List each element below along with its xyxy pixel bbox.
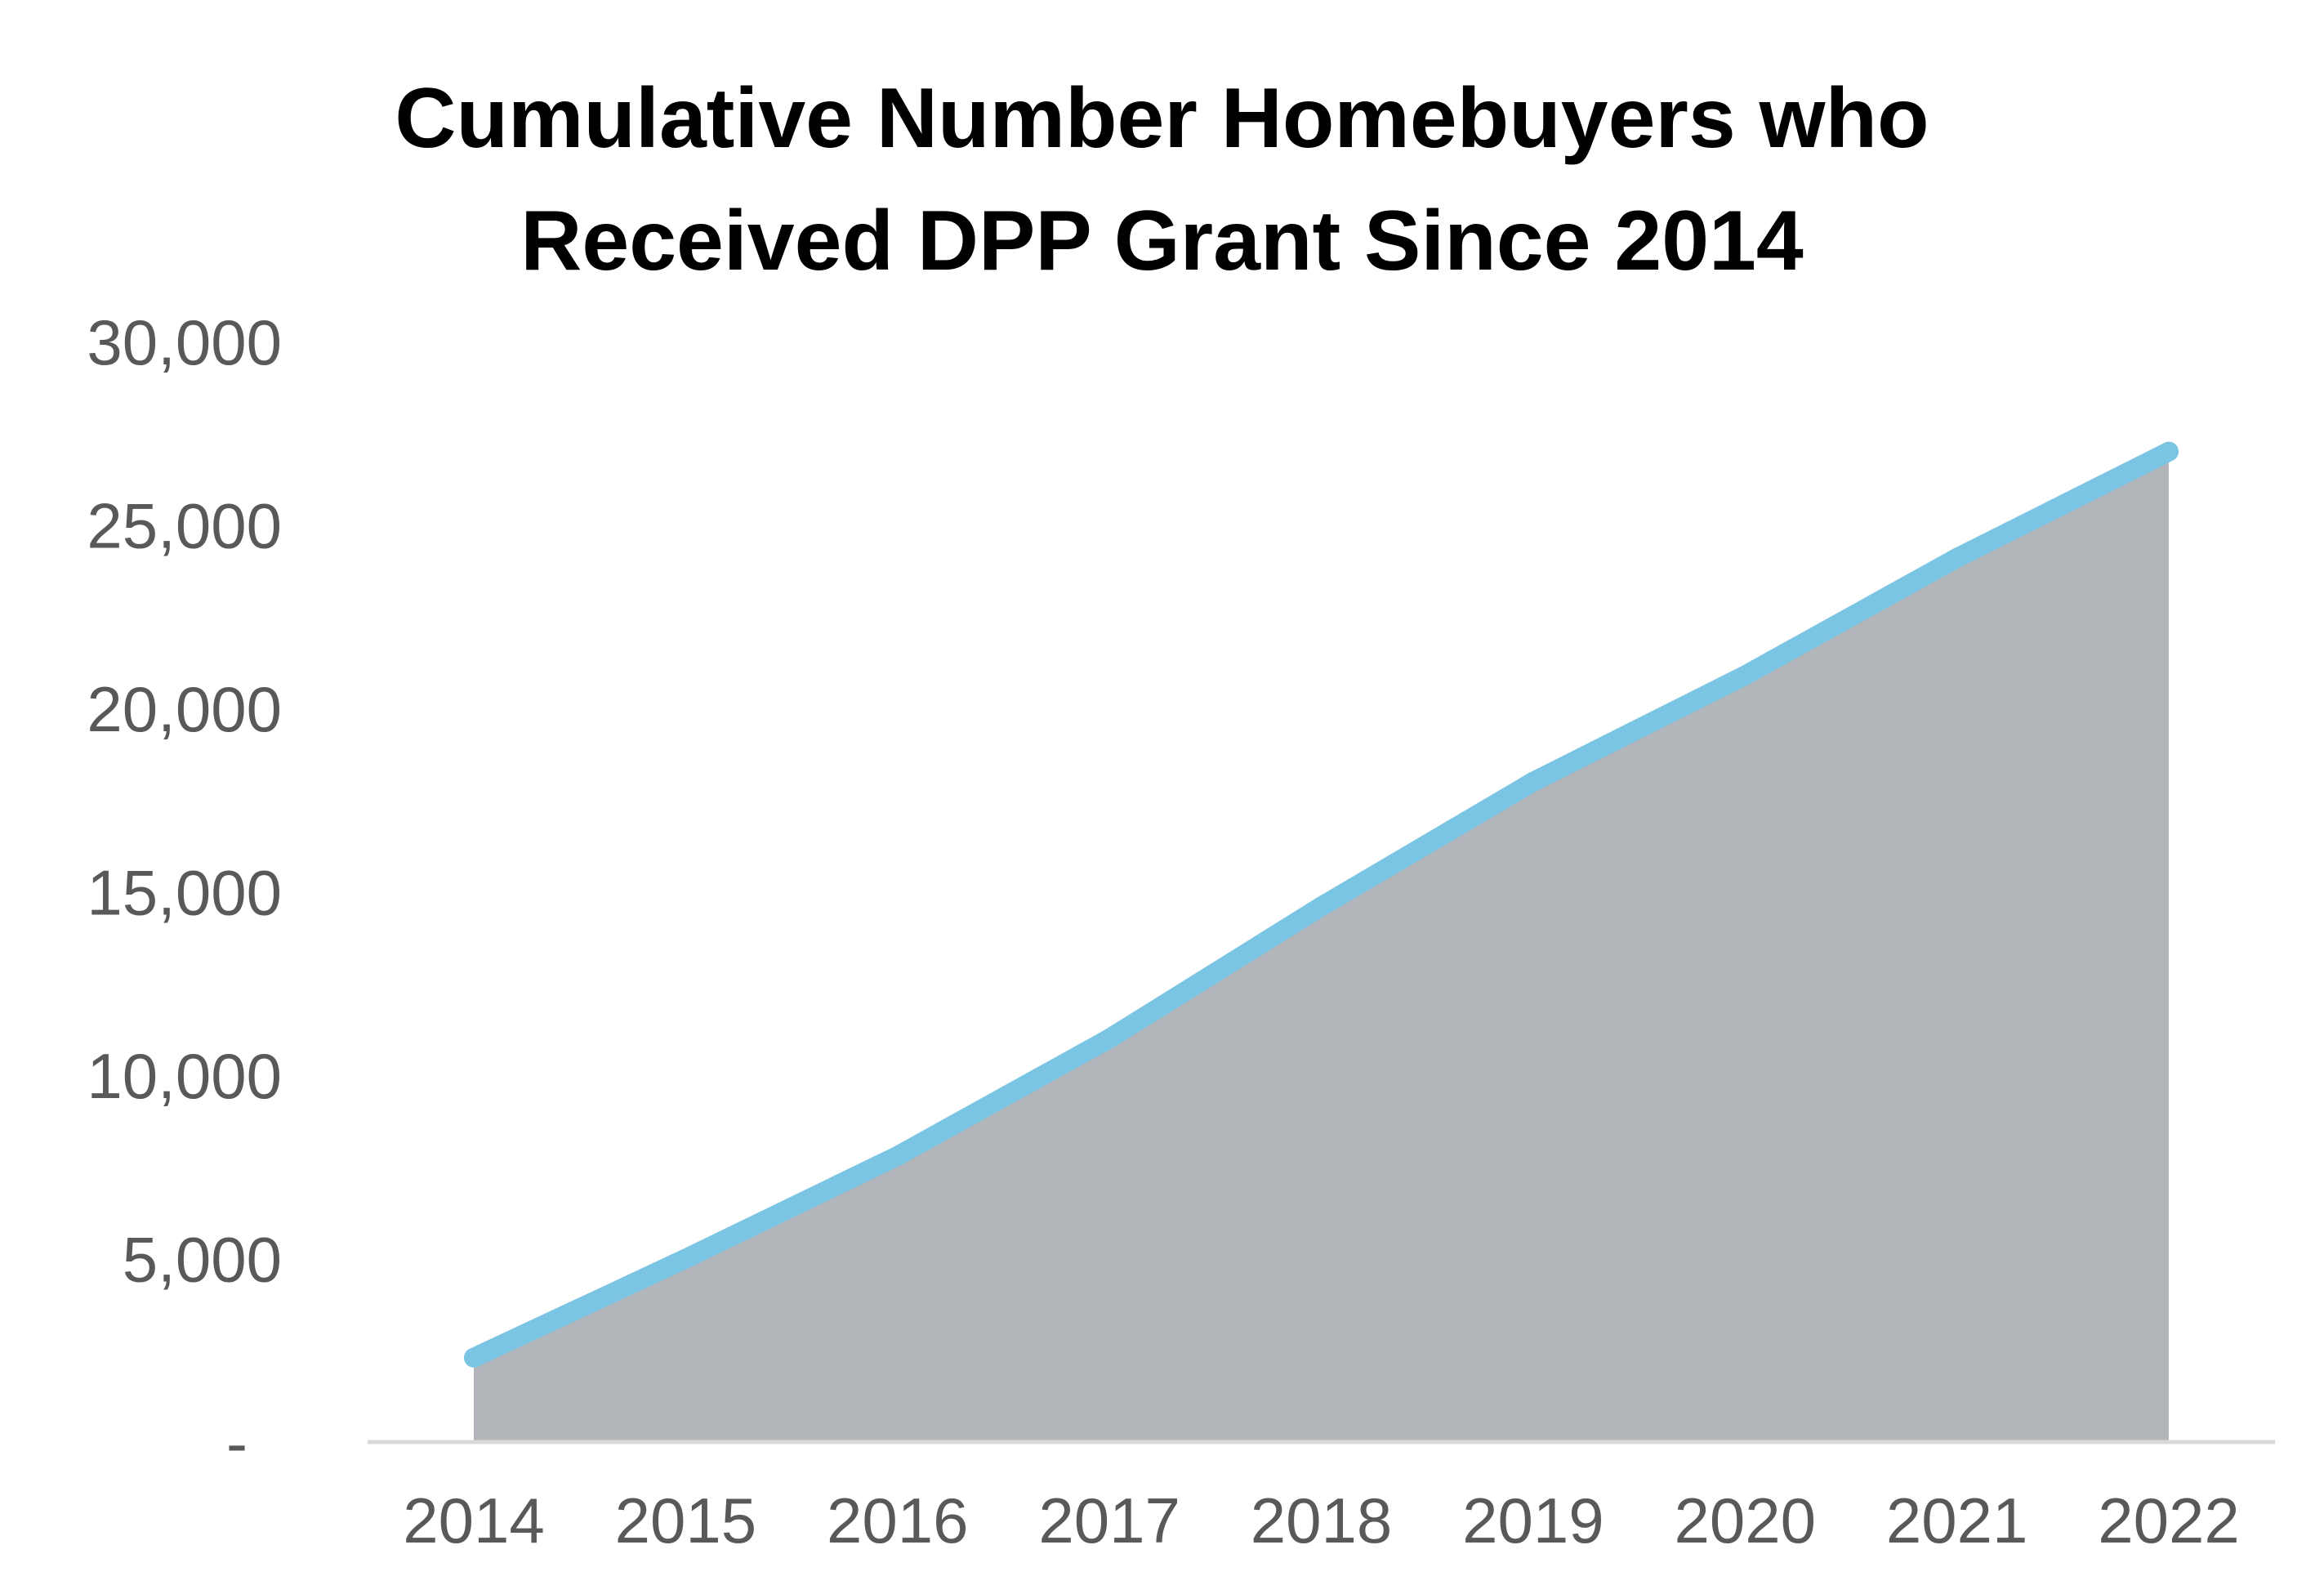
data-point-2021 <box>1947 547 1967 568</box>
y-tick-label: 20,000 <box>87 673 282 745</box>
x-tick-label-2018: 2018 <box>1251 1485 1393 1556</box>
x-tick-label-2019: 2019 <box>1462 1485 1604 1556</box>
data-point-2022 <box>2159 441 2179 462</box>
y-tick-label: 10,000 <box>87 1040 282 1112</box>
y-tick-label: 5,000 <box>123 1224 282 1296</box>
data-point-2018 <box>1311 896 1332 917</box>
data-point-2016 <box>887 1145 908 1166</box>
chart-title: Cumulative Number Homebuyers who Receive… <box>0 57 2324 302</box>
y-tick-label: - <box>226 1407 248 1479</box>
chart-title-line-2: Received DPP Grant Since 2014 <box>520 194 1804 288</box>
data-point-2015 <box>676 1248 696 1269</box>
chart-title-line-1: Cumulative Number Homebuyers who <box>395 71 1929 166</box>
y-tick-label: 30,000 <box>87 306 282 378</box>
data-point-2014 <box>464 1347 484 1368</box>
x-tick-label-2022: 2022 <box>2098 1485 2240 1556</box>
y-tick-label: 25,000 <box>87 490 282 562</box>
x-tick-label-2014: 2014 <box>403 1485 545 1556</box>
x-tick-label-2021: 2021 <box>1886 1485 2028 1556</box>
data-point-2019 <box>1523 771 1543 792</box>
x-tick-label-2017: 2017 <box>1038 1485 1180 1556</box>
x-tick-label-2016: 2016 <box>827 1485 969 1556</box>
data-point-2020 <box>1735 665 1755 685</box>
area-fill <box>474 451 2169 1443</box>
x-tick-label-2015: 2015 <box>615 1485 757 1556</box>
y-tick-label: 15,000 <box>87 857 282 929</box>
x-tick-label-2020: 2020 <box>1674 1485 1816 1556</box>
data-point-2017 <box>1100 1029 1120 1049</box>
